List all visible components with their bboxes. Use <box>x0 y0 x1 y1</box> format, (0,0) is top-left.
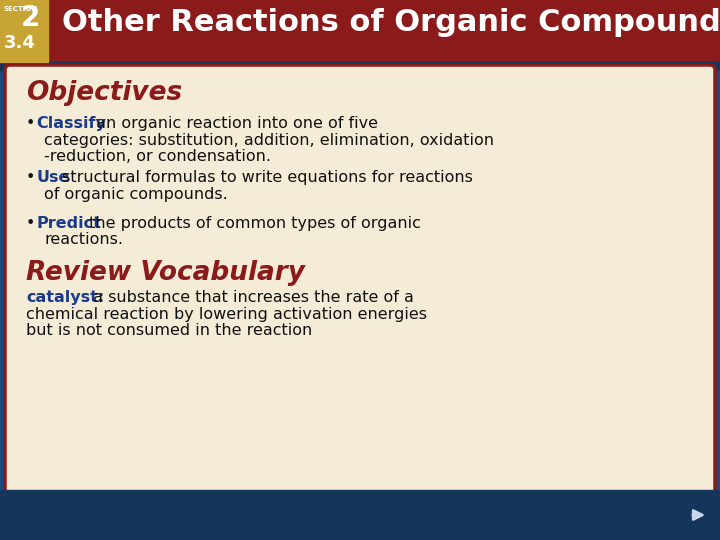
Text: but is not consumed in the reaction: but is not consumed in the reaction <box>26 323 312 338</box>
Text: 2: 2 <box>21 4 40 32</box>
Text: •: • <box>26 116 35 131</box>
Text: SECTION: SECTION <box>4 6 38 12</box>
Text: an organic reaction into one of five: an organic reaction into one of five <box>91 116 378 131</box>
FancyBboxPatch shape <box>5 65 715 495</box>
Bar <box>0 0 720 62</box>
Text: Objectives: Objectives <box>26 80 182 106</box>
Text: -reduction, or condensation.: -reduction, or condensation. <box>44 149 271 164</box>
Text: 3.4: 3.4 <box>4 34 36 52</box>
Text: catalyst:: catalyst: <box>26 290 104 305</box>
Text: the products of common types of organic: the products of common types of organic <box>84 216 420 231</box>
Text: Use: Use <box>36 170 69 185</box>
Text: structural formulas to write equations for reactions: structural formulas to write equations f… <box>57 170 472 185</box>
Text: categories: substitution, addition, elimination, oxidation: categories: substitution, addition, elim… <box>44 132 494 147</box>
Text: Predict: Predict <box>36 216 101 231</box>
Bar <box>0 0 48 62</box>
Text: of organic compounds.: of organic compounds. <box>44 186 228 201</box>
Text: a substance that increases the rate of a: a substance that increases the rate of a <box>88 290 413 305</box>
Text: Other Reactions of Organic Compounds: Other Reactions of Organic Compounds <box>62 8 720 37</box>
Bar <box>0 62 720 70</box>
Text: reactions.: reactions. <box>44 233 123 247</box>
Bar <box>0 490 720 540</box>
Text: •: • <box>26 216 35 231</box>
Text: •: • <box>26 170 35 185</box>
Text: Classify: Classify <box>36 116 106 131</box>
Text: chemical reaction by lowering activation energies: chemical reaction by lowering activation… <box>26 307 427 321</box>
Text: Review Vocabulary: Review Vocabulary <box>26 260 305 286</box>
